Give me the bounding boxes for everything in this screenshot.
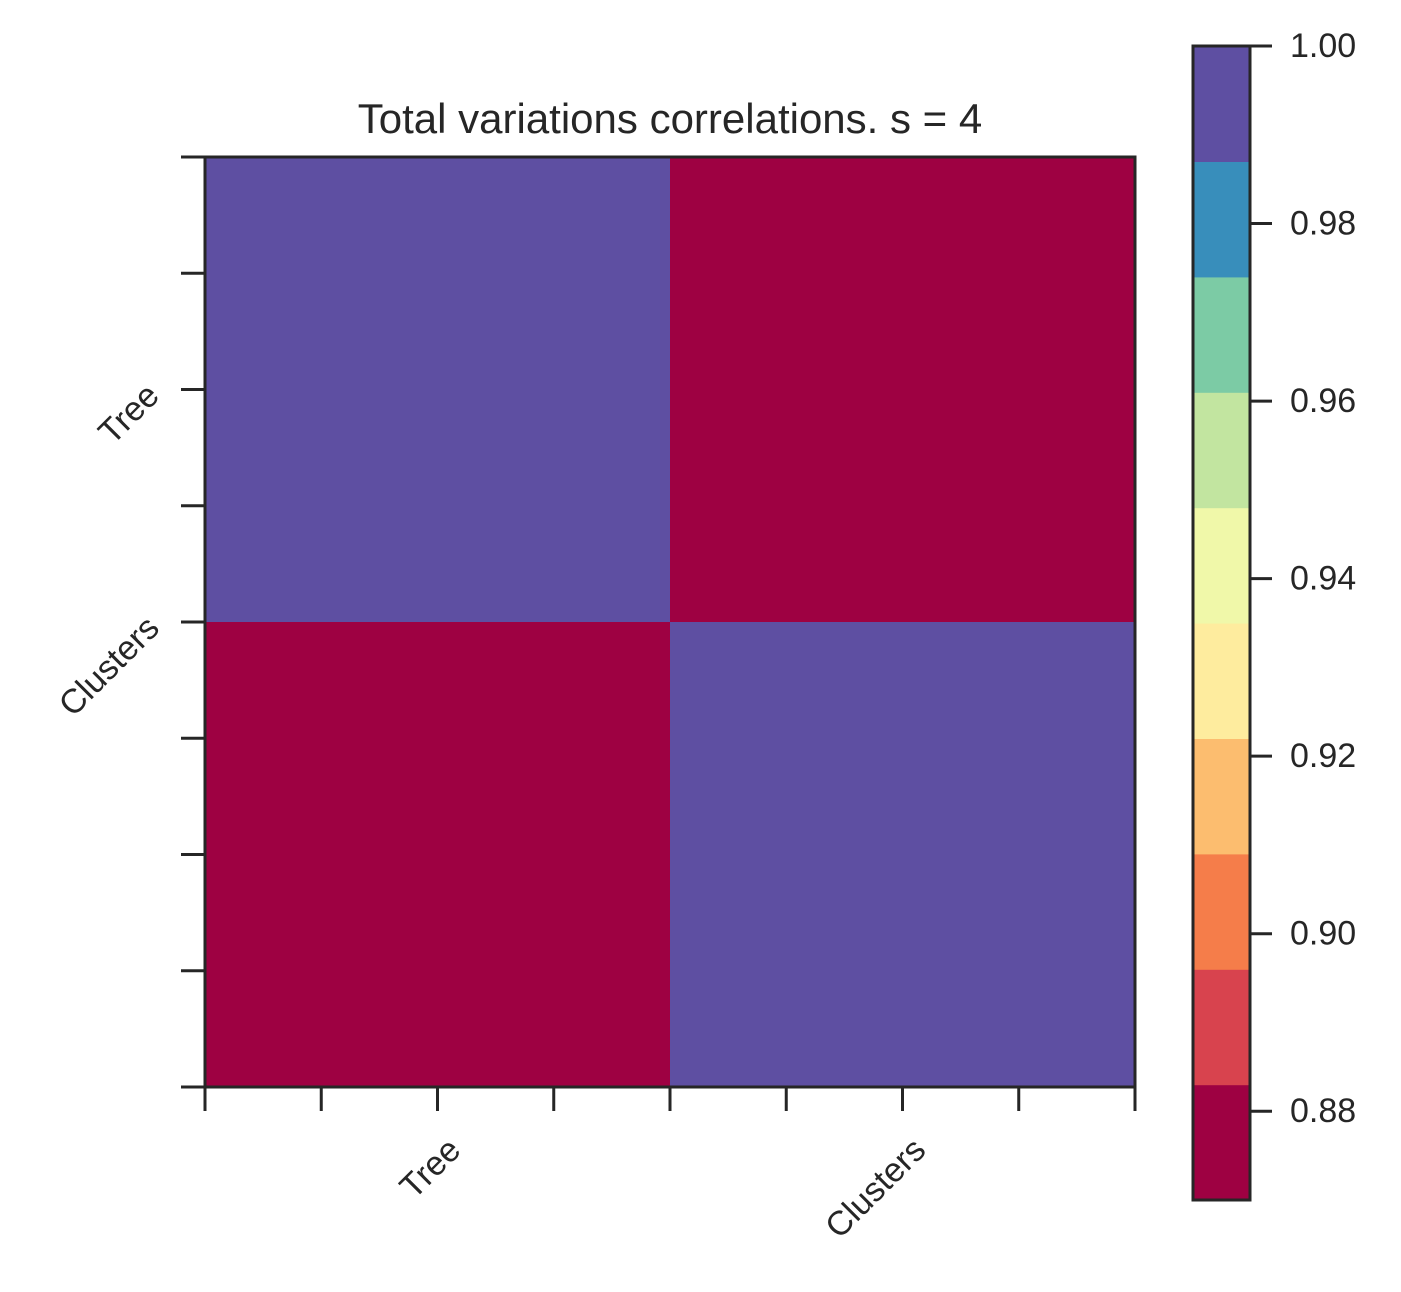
heatmap-cell — [670, 854, 904, 1088]
colorbar-band — [1193, 1084, 1250, 1201]
colorbar-tick-label: 0.96 — [1290, 382, 1356, 420]
heatmap-cells — [205, 157, 1136, 1088]
heatmap-cell — [670, 157, 904, 391]
heatmap-cell — [205, 389, 439, 623]
y-axis: Tree Clusters — [52, 155, 205, 1089]
y-tick-label: Clusters — [52, 609, 167, 724]
y-tick-label: Tree — [91, 376, 166, 451]
heatmap-cell — [205, 622, 439, 856]
heatmap-cell — [902, 854, 1136, 1088]
colorbar-band — [1193, 46, 1250, 162]
heatmap-cell — [205, 157, 439, 391]
heatmap-cell — [902, 622, 1136, 856]
chart-title: Total variations correlations. s = 4 — [358, 95, 982, 142]
colorbar-tick-label: 0.98 — [1290, 205, 1356, 243]
colorbar-tick-label: 1.00 — [1290, 27, 1356, 65]
heatmap-cell — [437, 622, 671, 856]
heatmap-cell — [437, 854, 671, 1088]
x-tick-label: Tree — [393, 1131, 468, 1206]
colorbar-frame — [1191, 44, 1252, 1202]
colorbar-band — [1193, 276, 1250, 393]
x-tick-label: Clusters — [818, 1131, 933, 1246]
heatmap-cell — [437, 157, 671, 391]
x-axis: Tree Clusters — [203, 1087, 1137, 1246]
colorbar: 0.88 0.90 0.92 0.94 0.96 0.98 1.00 — [1191, 27, 1356, 1202]
heatmap-cell — [670, 389, 904, 623]
colorbar-band — [1193, 969, 1250, 1086]
heatmap-cell — [205, 854, 439, 1088]
heatmap-cell — [437, 389, 671, 623]
colorbar-band — [1193, 161, 1250, 278]
colorbar-band — [1193, 392, 1250, 509]
heatmap-cell — [902, 389, 1136, 623]
heatmap-cell — [902, 157, 1136, 391]
colorbar-tick-label: 0.94 — [1290, 560, 1356, 598]
colorbar-band — [1193, 738, 1250, 855]
colorbar-band — [1193, 507, 1250, 624]
colorbar-tick-label: 0.90 — [1290, 915, 1356, 953]
colorbar-band — [1193, 623, 1250, 739]
colorbar-tick-label: 0.92 — [1290, 737, 1356, 775]
heatmap-cell — [670, 622, 904, 856]
colorbar-tick-label: 0.88 — [1290, 1092, 1356, 1130]
colorbar-band — [1193, 853, 1250, 970]
